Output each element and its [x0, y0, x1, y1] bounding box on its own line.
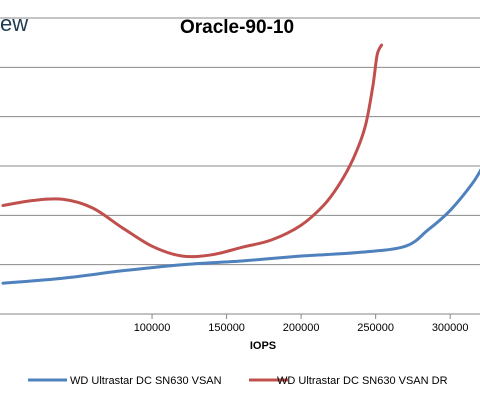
- x-axis: 100000 150000 200000 250000 300000: [134, 314, 469, 334]
- legend: WD Ultrastar DC SN630 VSAN WD Ultrastar D…: [28, 375, 448, 387]
- x-tick-label: 150000: [208, 322, 245, 334]
- series-line-2: [1, 43, 384, 259]
- plot-area: [1, 43, 480, 285]
- x-tick-label: 300000: [432, 322, 469, 334]
- brand-logo-text: ew: [0, 11, 28, 36]
- x-axis-label: IOPS: [250, 340, 276, 352]
- x-tick-label: 200000: [283, 322, 320, 334]
- grid: [0, 17, 480, 315]
- legend-label: WD Ultrastar DC SN630 VSAN DR: [277, 375, 448, 387]
- x-tick-label: 100000: [134, 322, 171, 334]
- series-line-1: [1, 168, 480, 285]
- x-tick-label: 250000: [357, 322, 394, 334]
- legend-label: WD Ultrastar DC SN630 VSAN: [70, 375, 222, 387]
- chart-title: Oracle-90-10: [180, 17, 294, 38]
